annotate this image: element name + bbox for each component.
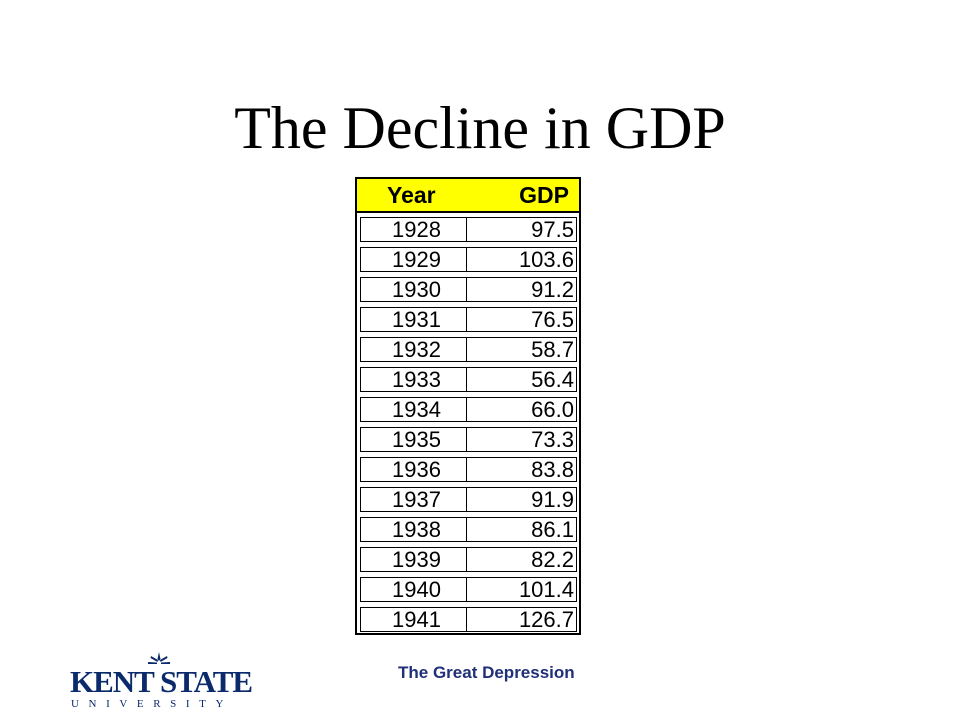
cell-year: 1932 bbox=[360, 337, 467, 362]
gdp-table: Year GDP 1928 97.5 1929 103.6 1930 91.2 1931 76… bbox=[355, 177, 581, 635]
table-row: 1929 103.6 bbox=[357, 245, 579, 275]
cell-year: 1936 bbox=[360, 457, 467, 482]
cell-gdp: 103.6 bbox=[466, 247, 577, 272]
table-row: 1932 58.7 bbox=[357, 335, 579, 365]
table-row: 1931 76.5 bbox=[357, 305, 579, 335]
cell-year: 1939 bbox=[360, 547, 467, 572]
cell-gdp: 91.9 bbox=[466, 487, 577, 512]
table-row: 1936 83.8 bbox=[357, 455, 579, 485]
table-row: 1934 66.0 bbox=[357, 395, 579, 425]
cell-year: 1929 bbox=[360, 247, 467, 272]
kent-state-logo-mark-icon bbox=[148, 652, 170, 664]
cell-year: 1928 bbox=[360, 217, 467, 242]
table-row: 1933 56.4 bbox=[357, 365, 579, 395]
cell-gdp: 82.2 bbox=[466, 547, 577, 572]
cell-year: 1931 bbox=[360, 307, 467, 332]
table-row: 1938 86.1 bbox=[357, 515, 579, 545]
table-row: 1939 82.2 bbox=[357, 545, 579, 575]
header-gdp: GDP bbox=[519, 182, 569, 208]
table-row: 1935 73.3 bbox=[357, 425, 579, 455]
cell-gdp: 126.7 bbox=[466, 607, 577, 632]
cell-gdp: 73.3 bbox=[466, 427, 577, 452]
table-row: 1941 126.7 bbox=[357, 605, 579, 635]
cell-gdp: 86.1 bbox=[466, 517, 577, 542]
header-year: Year bbox=[387, 182, 436, 208]
table-row: 1937 91.9 bbox=[357, 485, 579, 515]
cell-gdp: 56.4 bbox=[466, 367, 577, 392]
logo-sub: UNIVERSITY bbox=[71, 698, 233, 710]
cell-year: 1933 bbox=[360, 367, 467, 392]
logo-name: KENT STATE bbox=[70, 664, 253, 699]
cell-gdp: 83.8 bbox=[466, 457, 577, 482]
cell-gdp: 76.5 bbox=[466, 307, 577, 332]
slide-title: The Decline in GDP bbox=[234, 95, 726, 161]
kent-state-logo: KENT STATE UNIVERSITY bbox=[70, 652, 253, 712]
cell-year: 1934 bbox=[360, 397, 467, 422]
cell-gdp: 101.4 bbox=[466, 577, 577, 602]
cell-gdp: 58.7 bbox=[466, 337, 577, 362]
table-row: 1940 101.4 bbox=[357, 575, 579, 605]
cell-gdp: 66.0 bbox=[466, 397, 577, 422]
table-header-row: Year GDP bbox=[357, 179, 579, 213]
cell-year: 1935 bbox=[360, 427, 467, 452]
table-row: 1928 97.5 bbox=[357, 215, 579, 245]
cell-year: 1937 bbox=[360, 487, 467, 512]
footer-text: The Great Depression bbox=[398, 663, 575, 682]
cell-year: 1940 bbox=[360, 577, 467, 602]
cell-year: 1930 bbox=[360, 277, 467, 302]
cell-gdp: 97.5 bbox=[466, 217, 577, 242]
cell-year: 1938 bbox=[360, 517, 467, 542]
cell-year: 1941 bbox=[360, 607, 467, 632]
cell-gdp: 91.2 bbox=[466, 277, 577, 302]
table-row: 1930 91.2 bbox=[357, 275, 579, 305]
